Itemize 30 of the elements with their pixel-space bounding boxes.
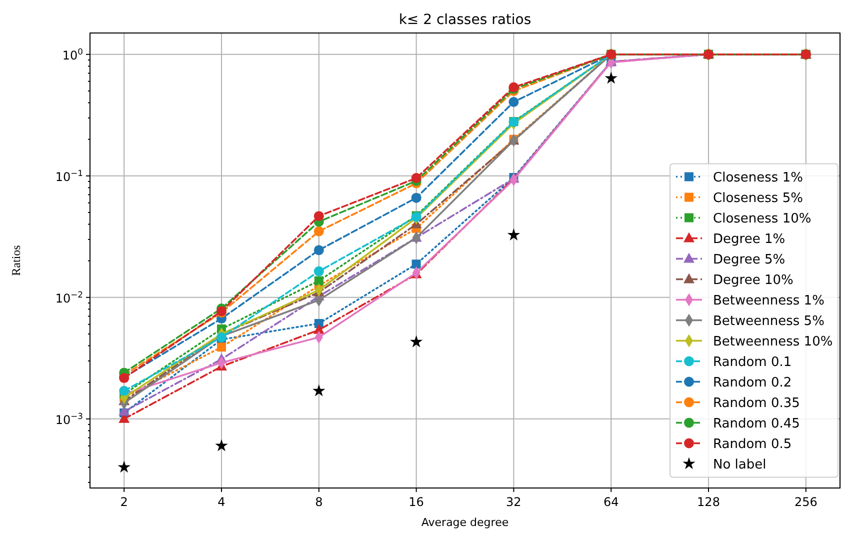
- legend-label: Closeness 1%: [713, 170, 803, 186]
- legend-label: Random 0.45: [713, 416, 800, 432]
- legend-label: Closeness 10%: [713, 211, 812, 226]
- y-tick-label: 10$^{−2}$: [55, 289, 83, 306]
- chart-title: k≤ 2 classes ratios: [398, 12, 532, 28]
- y-tick-label: 10$^{−3}$: [55, 410, 83, 427]
- legend-label: Closeness 5%: [713, 190, 803, 206]
- x-tick-label: 128: [697, 495, 720, 509]
- x-tick-label: 8: [315, 495, 323, 509]
- x-tick-label: 64: [603, 495, 619, 509]
- y-tick-label: 10$^{−1}$: [55, 168, 83, 184]
- x-axis-title: Average degree: [421, 516, 509, 529]
- legend-label: Random 0.1: [713, 354, 792, 370]
- legend-label: Degree 5%: [713, 252, 786, 268]
- legend-label: Random 0.5: [713, 436, 792, 452]
- legend-label: Betweenness 5%: [713, 314, 824, 329]
- y-axis-title: Ratios: [9, 244, 23, 276]
- x-tick-label: 16: [408, 495, 424, 509]
- legend-label: No label: [713, 457, 766, 472]
- x-tick-label: 32: [506, 495, 522, 509]
- legend-label: Random 0.35: [713, 396, 800, 411]
- x-tick-label: 2: [120, 495, 128, 509]
- legend-label: Random 0.2: [713, 375, 792, 390]
- legend-label: Betweenness 10%: [713, 334, 833, 350]
- legend-label: Betweenness 1%: [713, 293, 824, 308]
- x-tick-label: 256: [794, 495, 818, 509]
- legend-label: Degree 10%: [713, 272, 794, 288]
- x-tick-label: 4: [218, 495, 226, 509]
- legend-label: Degree 1%: [713, 232, 786, 247]
- y-tick-label: 10$^{0}$: [62, 46, 83, 62]
